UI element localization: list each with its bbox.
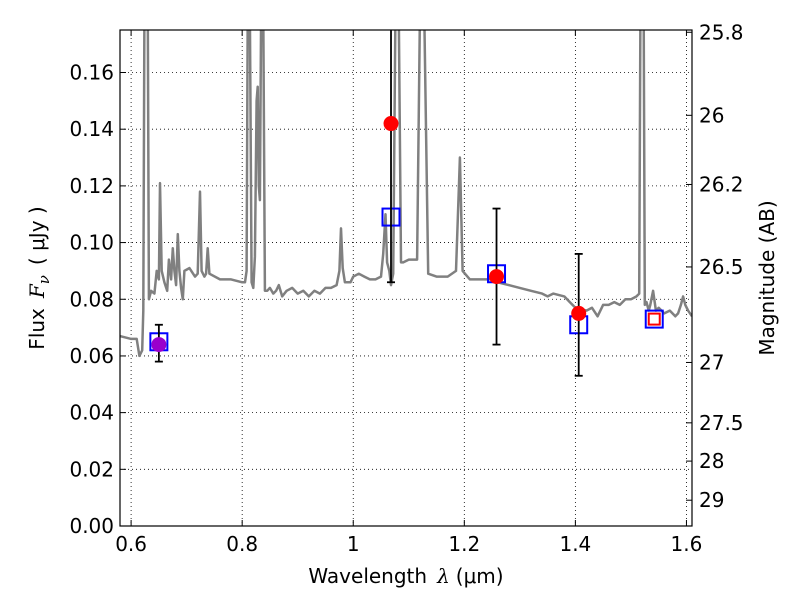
- x-axis-label: Wavelength λ (μm): [308, 564, 503, 588]
- data-point-marker: [571, 305, 587, 321]
- x-axis-label-unit: (μm): [456, 564, 504, 588]
- right-tick-label: 26: [699, 103, 724, 127]
- data-point-marker: [151, 337, 167, 353]
- right-tick-label: 27.5: [699, 411, 744, 435]
- x-tick-label: 0.6: [115, 532, 147, 556]
- right-tick-label: 26.2: [699, 172, 744, 196]
- y-tick-label: 0.12: [69, 174, 114, 198]
- y-tick-label: 0.08: [69, 287, 114, 311]
- x-axis-label-text: Wavelength: [308, 564, 427, 588]
- points-layer: [149, 30, 664, 377]
- x-tick-label: 1.6: [671, 532, 703, 556]
- plot-frame: [119, 29, 693, 527]
- right-tick-label: 25.8: [699, 20, 744, 44]
- model-square-marker: [647, 312, 661, 326]
- y-tick-label: 0.10: [69, 231, 114, 255]
- x-axis-label-symbol: λ: [436, 564, 450, 588]
- y-axis-label-subscript: ν: [35, 275, 53, 284]
- x-tick-label: 1.4: [559, 532, 591, 556]
- x-tick-label: 1.2: [448, 532, 480, 556]
- model-square-marker: [644, 309, 664, 329]
- plot-area-background: [120, 30, 692, 526]
- right-axis-label: Magnitude (AB): [755, 200, 779, 355]
- right-tick-label: 26.5: [699, 255, 744, 279]
- spectrum-layer: [120, 30, 692, 358]
- y-axis-label: Flux Fν ( μJy ): [25, 206, 53, 349]
- y-tick-label: 0.02: [69, 457, 114, 481]
- right-tick-label: 28: [699, 449, 724, 473]
- x-tick-label: 1: [347, 532, 360, 556]
- right-tick-label: 27: [699, 350, 724, 374]
- spectrum-line: [120, 30, 692, 358]
- y-tick-label: 0.16: [69, 61, 114, 85]
- y-tick-label: 0.06: [69, 344, 114, 368]
- y-axis-label-symbol: F: [25, 283, 49, 299]
- y-tick-label: 0.14: [69, 117, 114, 141]
- right-tick-label: 29: [699, 488, 724, 512]
- y-tick-label: 0.00: [69, 514, 114, 538]
- data-point-marker: [489, 269, 505, 285]
- y-axis-label-unit: ( μJy ): [25, 206, 49, 265]
- x-axis-ticks: 0.6 0.8 1 1.2 1.4 1.6: [115, 30, 702, 556]
- y-tick-label: 0.04: [69, 401, 114, 425]
- y-axis-label-text: Flux: [25, 308, 49, 350]
- y-axis-ticks: 0.00 0.02 0.04 0.06 0.08 0.10 0.12 0.14 0.16: [69, 61, 126, 538]
- x-tick-label: 0.8: [226, 532, 258, 556]
- data-point-marker: [383, 116, 399, 132]
- right-axis-ticks: 25.8 26 26.2 26.5 27 27.5 28 29: [686, 20, 744, 512]
